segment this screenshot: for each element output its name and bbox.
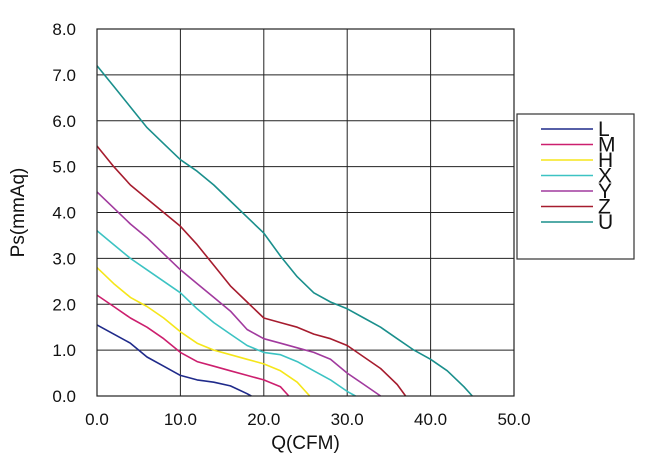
y-tick-label: 3.0	[52, 249, 76, 268]
y-tick-label: 2.0	[52, 295, 76, 314]
legend-label-u: U	[598, 211, 613, 234]
x-tick-label: 20.0	[247, 410, 280, 429]
y-tick-label: 5.0	[52, 158, 76, 177]
x-tick-label: 50.0	[497, 410, 530, 429]
y-tick-label: 8.0	[52, 20, 76, 39]
series-line-l	[96, 324, 252, 397]
y-tick-label: 6.0	[52, 112, 76, 131]
y-tick-labels: 0.0 1.0 2.0 3.0 4.0 5.0 6.0 7.0 8.0	[52, 20, 76, 406]
series-line-u	[96, 65, 473, 397]
plot-frame	[96, 28, 515, 397]
legend-label-h: H	[598, 149, 613, 172]
series-line-m	[96, 294, 290, 397]
y-tick-label: 4.0	[52, 204, 76, 223]
x-axis-title: Q(CFM)	[271, 433, 340, 454]
legend-label-l: L	[598, 118, 610, 141]
y-tick-label: 7.0	[52, 66, 76, 85]
x-tick-label: 40.0	[414, 410, 447, 429]
series-line-y	[96, 191, 382, 397]
legend-label-z: Z	[598, 196, 611, 219]
series-line-z	[96, 145, 407, 397]
y-axis-title: Ps(mmAq)	[8, 168, 29, 258]
curve-group	[96, 65, 473, 397]
legend-label-y: Y	[598, 180, 612, 203]
x-tick-label: 0.0	[85, 410, 109, 429]
series-line-h	[96, 267, 311, 397]
y-tick-label: 1.0	[52, 341, 76, 360]
legend-box	[516, 113, 635, 260]
series-line-x	[96, 230, 356, 397]
y-tick-label: 0.0	[52, 387, 76, 406]
plot-grid	[96, 28, 515, 397]
legend-label-m: M	[598, 134, 616, 157]
legend-label-x: X	[598, 165, 612, 188]
x-tick-label: 30.0	[331, 410, 364, 429]
x-tick-labels: 0.0 10.0 20.0 30.0 40.0 50.0	[85, 410, 530, 429]
x-tick-label: 10.0	[164, 410, 197, 429]
